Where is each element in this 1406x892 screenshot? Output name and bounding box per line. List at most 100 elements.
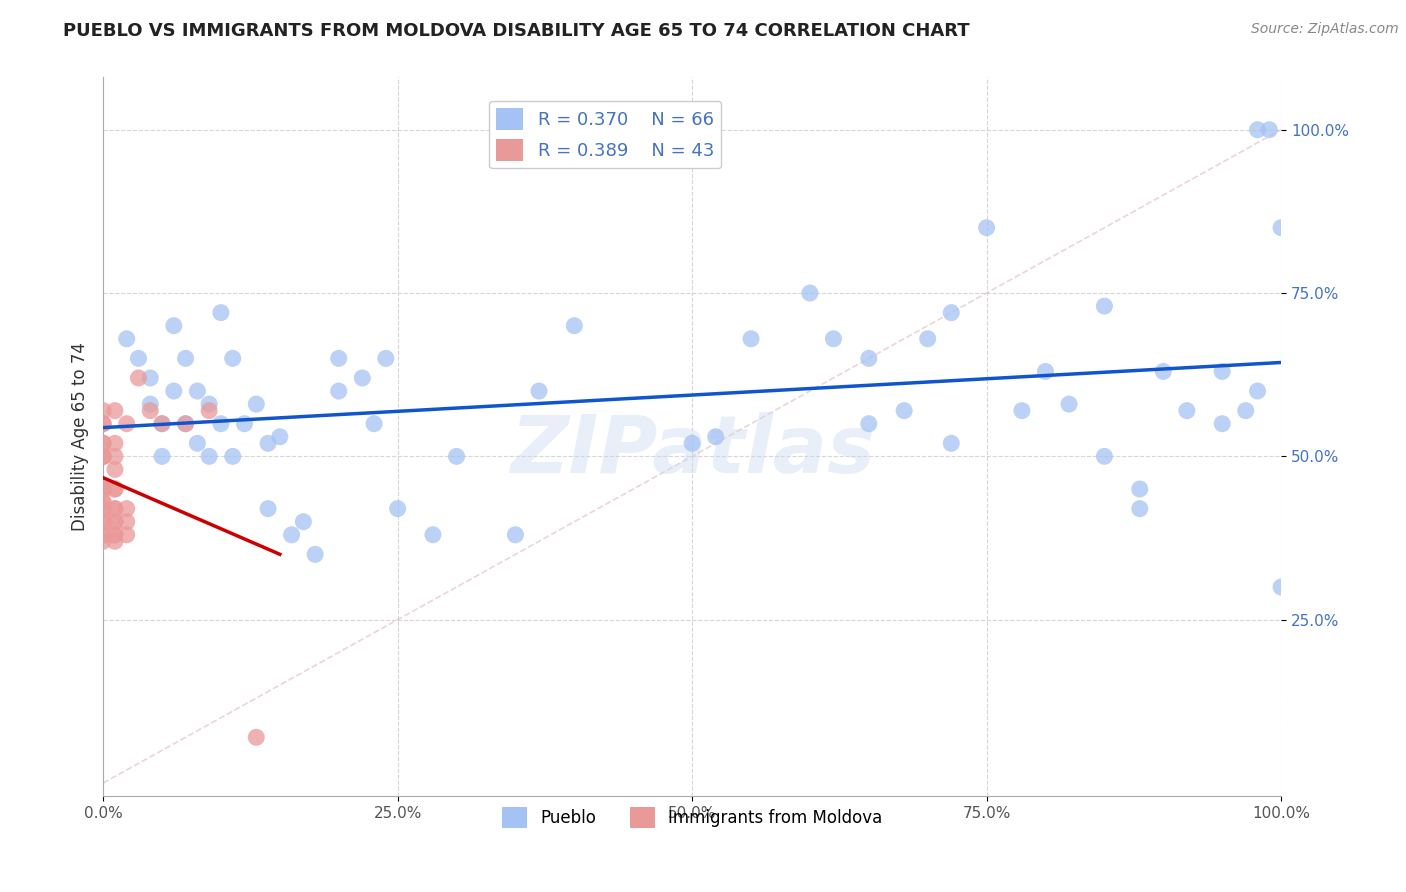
Point <box>174 417 197 431</box>
Point <box>917 332 939 346</box>
Point <box>1035 364 1057 378</box>
Point <box>91 417 114 431</box>
Point <box>1234 403 1257 417</box>
Point <box>1057 397 1080 411</box>
Point <box>104 534 127 549</box>
Point <box>1092 450 1115 464</box>
Point <box>222 450 245 464</box>
Point <box>976 220 998 235</box>
Point <box>186 384 208 398</box>
Point <box>115 332 138 346</box>
Point <box>91 501 114 516</box>
Point <box>209 305 232 319</box>
Point <box>174 351 197 366</box>
Point <box>799 286 821 301</box>
Point <box>292 515 315 529</box>
Point <box>91 403 114 417</box>
Point <box>104 436 127 450</box>
Point <box>91 436 114 450</box>
Point <box>527 384 550 398</box>
Point <box>104 528 127 542</box>
Point <box>104 515 127 529</box>
Point <box>104 515 127 529</box>
Text: Source: ZipAtlas.com: Source: ZipAtlas.com <box>1251 22 1399 37</box>
Legend: Pueblo, Immigrants from Moldova: Pueblo, Immigrants from Moldova <box>495 801 889 835</box>
Point <box>104 403 127 417</box>
Text: PUEBLO VS IMMIGRANTS FROM MOLDOVA DISABILITY AGE 65 TO 74 CORRELATION CHART: PUEBLO VS IMMIGRANTS FROM MOLDOVA DISABI… <box>63 22 970 40</box>
Point <box>328 384 350 398</box>
Point <box>198 397 221 411</box>
Y-axis label: Disability Age 65 to 74: Disability Age 65 to 74 <box>72 343 89 532</box>
Point <box>269 430 291 444</box>
Point <box>115 501 138 516</box>
Point <box>1211 364 1233 378</box>
Point <box>505 528 527 542</box>
Point <box>1270 580 1292 594</box>
Point <box>91 450 114 464</box>
Point <box>115 528 138 542</box>
Point <box>257 501 280 516</box>
Point <box>941 305 963 319</box>
Point <box>1129 501 1152 516</box>
Point <box>91 515 114 529</box>
Point <box>823 332 845 346</box>
Point <box>374 351 396 366</box>
Point <box>1270 220 1292 235</box>
Point <box>1175 403 1198 417</box>
Point <box>91 495 114 509</box>
Point <box>681 436 703 450</box>
Point <box>257 436 280 450</box>
Point <box>127 371 149 385</box>
Point <box>704 430 727 444</box>
Point <box>198 403 221 417</box>
Point <box>104 482 127 496</box>
Point <box>91 528 114 542</box>
Point <box>139 371 162 385</box>
Point <box>91 417 114 431</box>
Point <box>352 371 374 385</box>
Point <box>858 351 880 366</box>
Point <box>1011 403 1033 417</box>
Text: ZIPatlas: ZIPatlas <box>509 412 875 490</box>
Point <box>115 515 138 529</box>
Point <box>893 403 915 417</box>
Point <box>91 482 114 496</box>
Point <box>150 450 173 464</box>
Point <box>858 417 880 431</box>
Point <box>104 450 127 464</box>
Point <box>104 528 127 542</box>
Point <box>174 417 197 431</box>
Point <box>104 482 127 496</box>
Point <box>1211 417 1233 431</box>
Point <box>1246 384 1268 398</box>
Point <box>245 397 267 411</box>
Point <box>222 351 245 366</box>
Point <box>245 731 267 745</box>
Point <box>1152 364 1174 378</box>
Point <box>446 450 468 464</box>
Point <box>104 501 127 516</box>
Point <box>91 436 114 450</box>
Point <box>562 318 585 333</box>
Point <box>139 397 162 411</box>
Point <box>1246 122 1268 136</box>
Point <box>104 501 127 516</box>
Point <box>233 417 256 431</box>
Point <box>163 384 186 398</box>
Point <box>387 501 409 516</box>
Point <box>1129 482 1152 496</box>
Point <box>280 528 302 542</box>
Point <box>139 403 162 417</box>
Point <box>186 436 208 450</box>
Point <box>91 501 114 516</box>
Point <box>150 417 173 431</box>
Point <box>150 417 173 431</box>
Point <box>1092 299 1115 313</box>
Point <box>1258 122 1281 136</box>
Point <box>740 332 762 346</box>
Point <box>91 534 114 549</box>
Point <box>91 450 114 464</box>
Point <box>91 528 114 542</box>
Point <box>941 436 963 450</box>
Point <box>363 417 385 431</box>
